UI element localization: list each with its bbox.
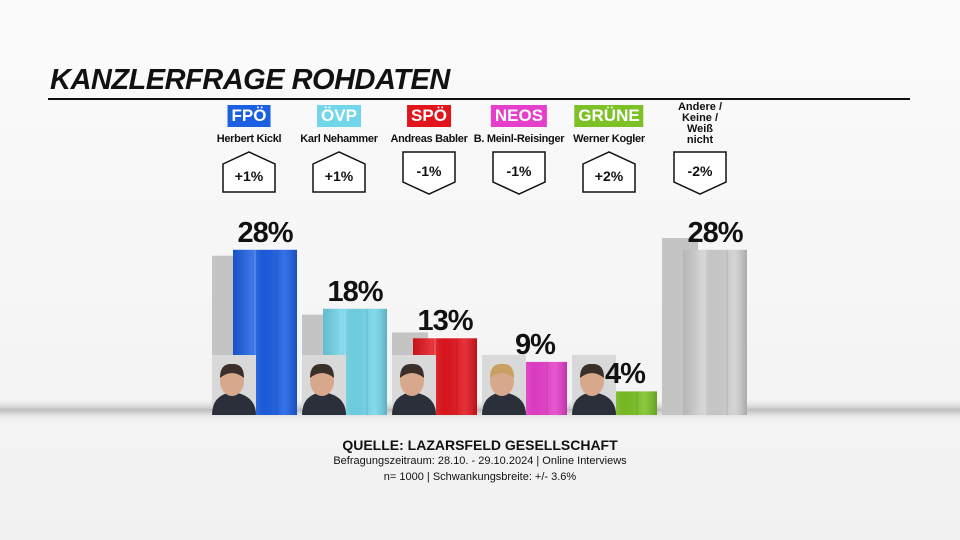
photo-body (212, 392, 256, 415)
photo-hair (490, 363, 514, 378)
change-badge (673, 151, 727, 195)
photo-body (572, 392, 616, 415)
value-label: 4% (605, 358, 646, 391)
change-label: +2% (594, 168, 624, 184)
party-label: FPÖ (227, 105, 271, 127)
value-label: 18% (327, 275, 383, 308)
value-label: 13% (417, 305, 473, 338)
candidate-name: Werner Kogler (573, 133, 645, 145)
change-badge (492, 151, 546, 195)
change-badge (402, 151, 456, 195)
value-label: 28% (237, 216, 293, 249)
source: QUELLE: LAZARSFELD GESELLSCHAFT (342, 437, 618, 453)
photo-hair (310, 363, 334, 378)
change-label: +1% (234, 168, 264, 184)
photo-hair (580, 363, 604, 378)
photo-body (302, 392, 346, 415)
candidate-name: Herbert Kickl (216, 133, 282, 145)
candidate-name: B. Meinl-Reisinger (473, 133, 565, 145)
change-badge (222, 151, 276, 193)
value-label: 9% (515, 328, 556, 361)
chart-title: KANZLERFRAGE ROHDATEN (50, 64, 450, 96)
bar-shade (683, 249, 747, 415)
title-rule (48, 98, 910, 100)
photo-hair (220, 363, 244, 378)
change-label: -2% (687, 163, 713, 179)
party-label: GRÜNE (574, 105, 644, 127)
party-label: SPÖ (407, 105, 451, 127)
change-label: +1% (324, 168, 354, 184)
photo-hair (400, 363, 424, 378)
party-label: Andere / Keine / Weiß nicht (677, 101, 722, 146)
value-label: 28% (687, 216, 743, 249)
party-label: ÖVP (317, 105, 361, 127)
change-badge (312, 151, 366, 193)
note: n= 1000 | Schwankungsbreite: +/- 3.6% (383, 471, 577, 483)
photo-body (482, 392, 526, 415)
photo-body (392, 392, 436, 415)
change-label: -1% (506, 163, 532, 179)
change-label: -1% (416, 163, 442, 179)
note: Befragungszeitraum: 28.10. - 29.10.2024 … (333, 455, 627, 467)
party-label: NEOS (490, 105, 548, 127)
change-badge (582, 151, 636, 193)
candidate-name: Karl Nehammer (300, 133, 378, 145)
candidate-name: Andreas Babler (390, 133, 468, 145)
floor (0, 398, 960, 422)
